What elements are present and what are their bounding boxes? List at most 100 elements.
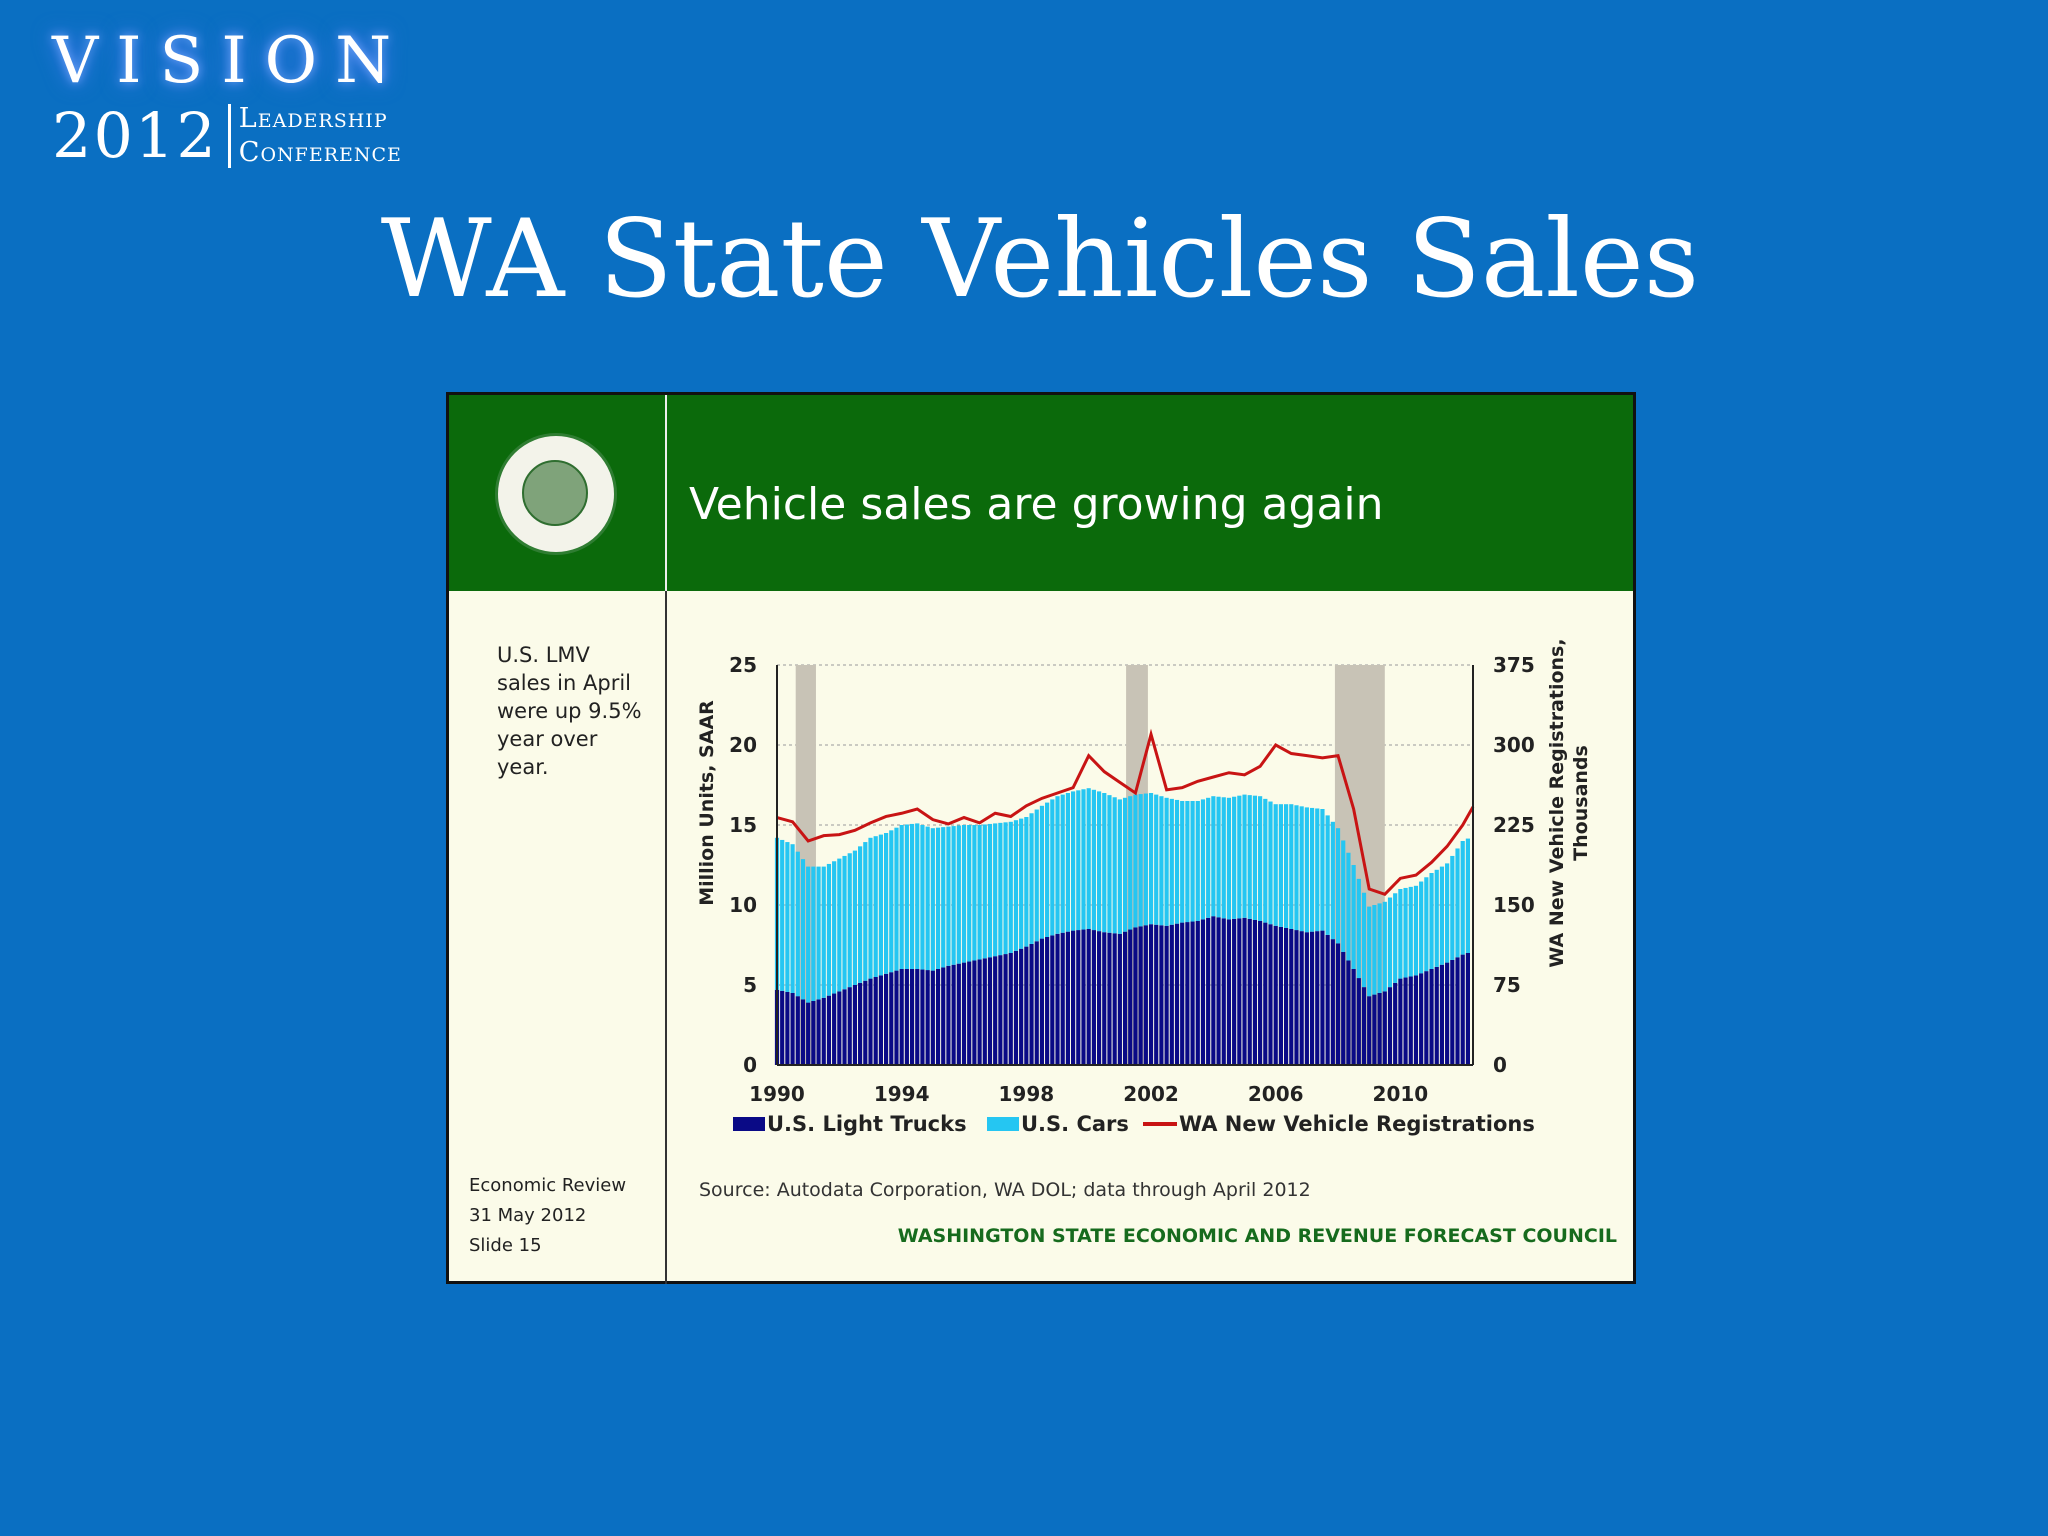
y-axis-label: Million Units, SAAR [696,700,718,906]
light-trucks-bar [894,970,899,1065]
cars-bar [1050,799,1055,936]
cars-bar [1278,804,1283,927]
cars-bar [951,826,956,965]
light-trucks-bar [1034,941,1039,1065]
chart-legend: U.S. Light Trucks U.S. Cars WA New Vehicle… [733,1112,1535,1136]
light-trucks-bar [1315,931,1320,1065]
cars-bar [1294,805,1299,931]
light-trucks-bar [925,970,930,1065]
cars-bar [1232,796,1237,919]
light-trucks-bar [852,985,858,1065]
light-trucks-bar [915,969,920,1065]
light-trucks-bar [1377,993,1382,1065]
chart-panel: Vehicle sales are growing again U.S. LMV… [446,392,1636,1284]
cars-bar [925,826,930,971]
cars-bar [1315,808,1320,932]
cars-bar [816,866,821,1000]
light-trucks-bar [1055,933,1060,1065]
logo-year: 2012 [52,99,218,172]
legend-swatch-cars [987,1117,1019,1131]
light-trucks-bar [1382,991,1387,1065]
header-divider [665,395,667,591]
cars-bar [1335,828,1341,944]
light-trucks-bar [832,993,837,1065]
light-trucks-bar [1008,953,1013,1065]
left-tick-label: 0 [743,1053,757,1077]
review-info: Economic Review 31 May 2012 Slide 15 [469,1171,626,1261]
light-trucks-bar [1185,922,1190,1065]
light-trucks-bar [1283,927,1289,1065]
cars-bar [1299,806,1304,932]
cars-bar [1346,852,1351,961]
right-tick-label: 375 [1493,653,1535,677]
light-trucks-bar [967,961,972,1065]
light-trucks-bar [1304,932,1309,1065]
cars-bar [1065,793,1071,932]
light-trucks-bar [1050,935,1055,1065]
x-tick-label: 1998 [999,1082,1055,1106]
light-trucks-bar [1200,919,1206,1065]
light-trucks-bar [1221,918,1226,1065]
light-trucks-bar [1128,929,1133,1065]
cars-bar [1429,873,1434,969]
light-trucks-bar [1091,930,1096,1065]
cars-bar [987,823,993,958]
cars-bar [1413,885,1419,976]
light-trucks-bar [883,973,889,1065]
light-trucks-bar [1232,918,1237,1065]
cars-bar [1408,886,1413,977]
light-trucks-bar [1071,930,1076,1065]
light-trucks-bar [1299,931,1304,1065]
light-trucks-bar [1159,925,1164,1065]
cars-bar [1143,793,1148,926]
cars-bar [1450,855,1455,960]
source-note: Source: Autodata Corporation, WA DOL; da… [699,1179,1311,1201]
light-trucks-bar [1346,960,1351,1065]
light-trucks-bar [842,989,847,1065]
light-trucks-bar [951,964,956,1065]
y2-axis-label-line2: Thousands [1570,745,1592,861]
left-tick-label: 10 [729,893,757,917]
council-name: WASHINGTON STATE ECONOMIC AND REVENUE FO… [897,1225,1617,1247]
light-trucks-bar [998,955,1003,1065]
cars-bar [868,837,873,979]
cars-bar [1356,878,1361,979]
x-tick-label: 2006 [1248,1082,1304,1106]
cars-bar [1039,805,1045,939]
cars-bar [1325,815,1330,935]
light-trucks-bar [1439,964,1445,1065]
light-trucks-bar [821,997,826,1065]
cars-bar [1008,821,1013,953]
cars-bar [795,851,800,997]
light-trucks-bar [1361,987,1367,1065]
cars-bar [889,830,894,973]
light-trucks-bar [909,969,915,1065]
cars-bar [1013,820,1019,951]
light-trucks-bar [1367,996,1372,1065]
light-trucks-bar [1117,933,1122,1065]
light-trucks-bar [1019,948,1024,1065]
cars-bar [832,861,837,994]
light-trucks-bar [1226,919,1232,1065]
light-trucks-bar [1263,922,1268,1065]
light-trucks-bar [1460,954,1465,1065]
side-note: U.S. LMV sales in April were up 9.5% yea… [497,643,642,779]
cars-bar [1211,796,1216,917]
light-trucks-bar [780,990,785,1065]
light-trucks-bar [1060,932,1065,1065]
light-trucks-bar [1309,931,1315,1065]
light-trucks-bar [1393,982,1398,1065]
cars-bar [1273,804,1278,926]
bar-series [774,788,1471,1065]
light-trucks-bar [1143,925,1148,1065]
cars-bar [1320,809,1325,931]
cars-bar [1341,840,1346,952]
cars-bar [811,866,816,1001]
cars-bar [1377,903,1382,993]
light-trucks-bar [1180,922,1185,1065]
light-trucks-bar [1102,932,1107,1065]
cars-bar [972,825,977,961]
cars-bar [1180,801,1185,923]
light-trucks-bar [1190,921,1195,1065]
cars-bar [1216,796,1221,918]
